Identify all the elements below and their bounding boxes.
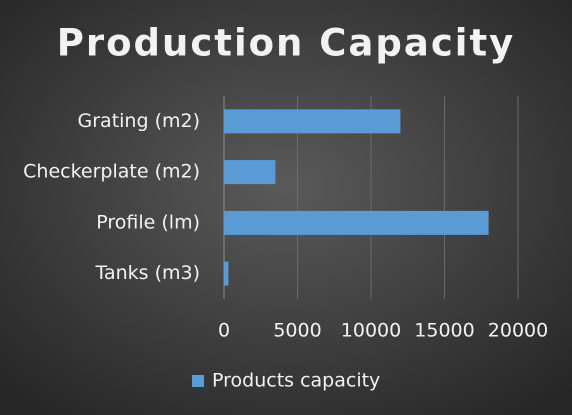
bar (224, 160, 276, 185)
y-tick-label: Tanks (m3) (94, 262, 200, 284)
legend-label: Products capacity (212, 370, 380, 392)
y-tick-label: Checkerplate (m2) (23, 161, 200, 183)
y-tick-label: Grating (m2) (78, 110, 200, 132)
x-tick-label: 5000 (273, 320, 321, 342)
bar (224, 109, 401, 134)
legend-swatch (192, 375, 204, 387)
y-tick-label: Profile (lm) (96, 211, 200, 233)
x-tick-label: 20000 (488, 320, 548, 342)
x-tick-label: 15000 (414, 320, 474, 342)
x-tick-label: 0 (218, 320, 230, 342)
chart-title: Production Capacity (57, 22, 516, 65)
bar (224, 261, 229, 286)
x-tick-label: 10000 (341, 320, 401, 342)
bar (224, 210, 489, 235)
